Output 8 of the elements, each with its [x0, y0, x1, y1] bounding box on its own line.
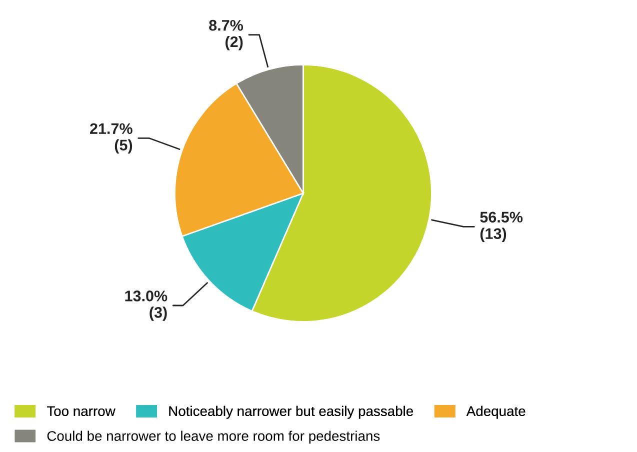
legend-label: Adequate — [466, 406, 526, 419]
data-label: 13.0% (3) — [125, 290, 168, 321]
data-label: 8.7% (2) — [209, 20, 244, 50]
legend-label: Noticeably narrower but easily passable — [169, 406, 413, 419]
data-label: 21.7% (5) — [90, 123, 132, 154]
legend-label: Could be narrower to leave more room for pedestrians — [47, 430, 380, 444]
legend-label: Too narrow — [46, 406, 116, 416]
data-label: 56.5% (13) — [480, 212, 523, 242]
